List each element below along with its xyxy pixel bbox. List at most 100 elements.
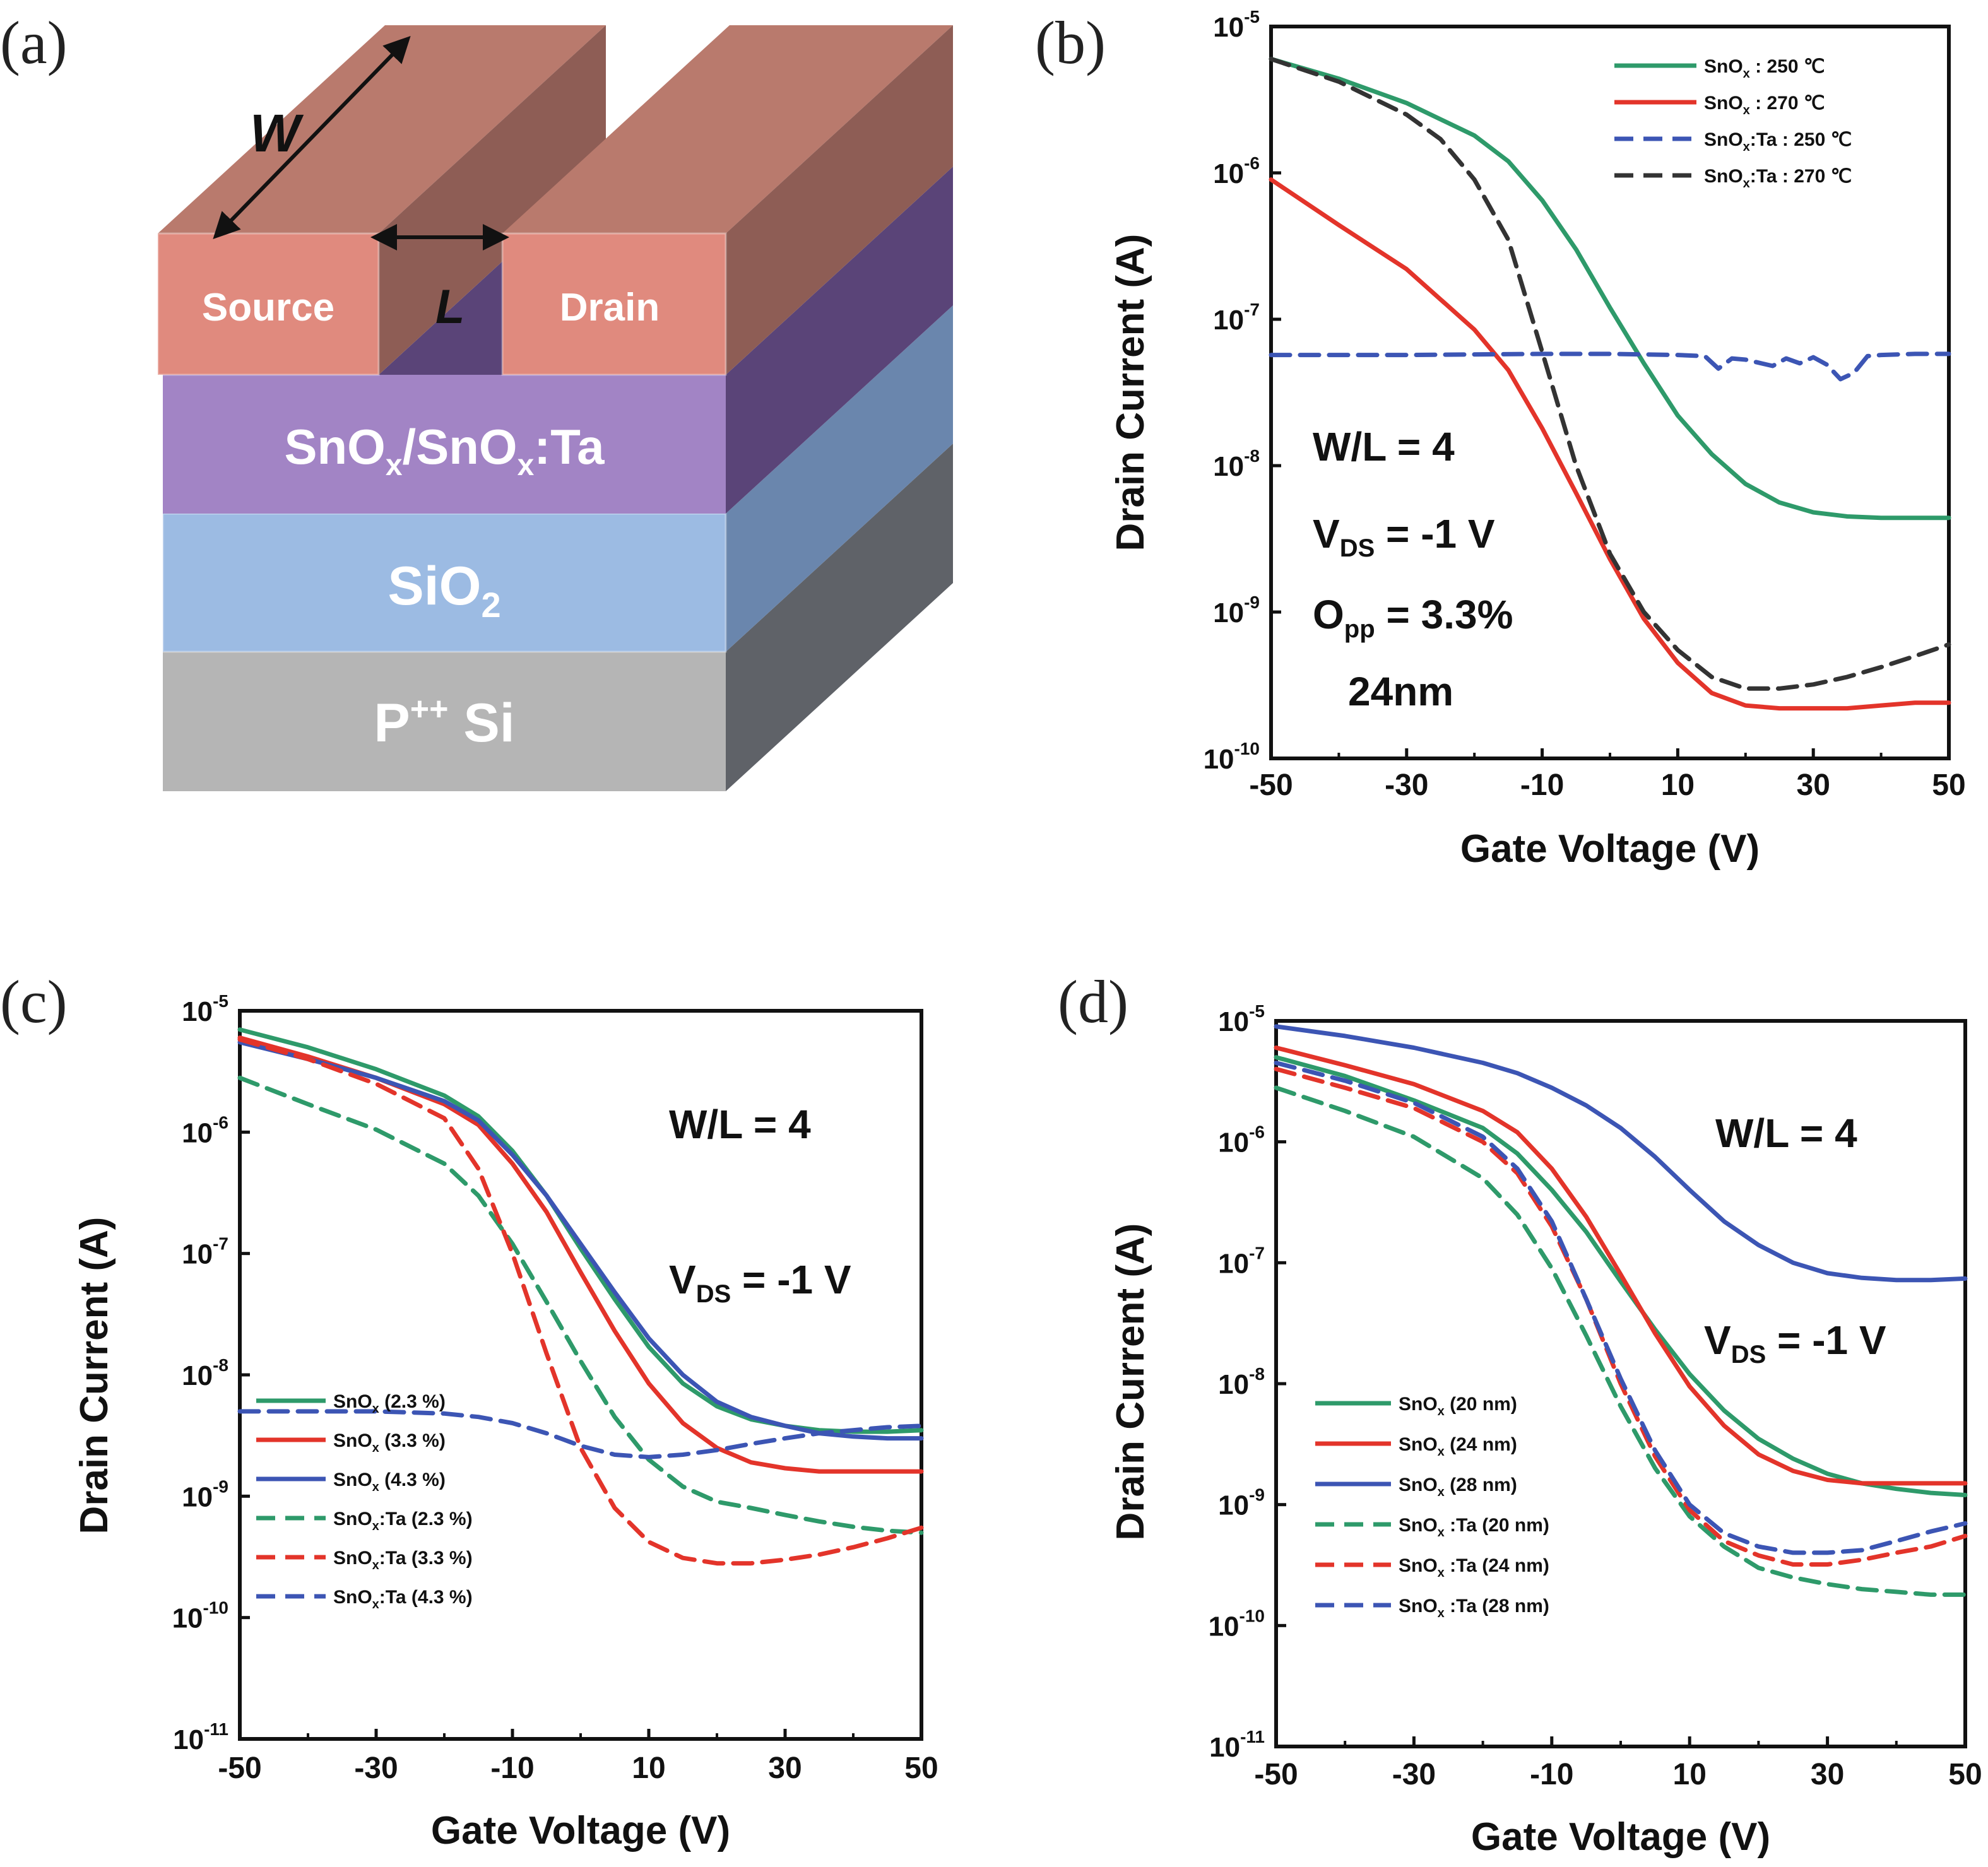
- panel-a-device-schematic: (a) P++ Si SiO2 SnOx/SnOx:Ta Source Drai…: [0, 9, 953, 791]
- panel-b-y-tick-label: 10-6: [1213, 153, 1260, 189]
- panel-b-vds-sub: DS: [1340, 534, 1375, 562]
- panel-d-x-tick-label: 30: [1811, 1758, 1844, 1791]
- panel-b-opp-rest: = 3.3%: [1375, 592, 1513, 637]
- panel-d-y-tick-label: 10-8: [1218, 1364, 1265, 1400]
- panel-c-x-tick-label: -10: [490, 1752, 534, 1785]
- panel-b-vds-annotation: VDS = -1 V: [1313, 511, 1495, 562]
- panel-c-legend-label-1: SnOx (2.3 %): [333, 1391, 446, 1416]
- panel-b-opp-annotation: Opp = 3.3%: [1313, 592, 1513, 643]
- panel-c-legend-label-6: SnOx:Ta (4.3 %): [333, 1587, 473, 1611]
- panel-d-y-axis-label: Drain Current (A): [1109, 1223, 1152, 1541]
- panel-c-transfer-curves-oxygen: (c) -50 -30 -10 10 30 50 10-5 10-6 10-7 10-8 10-9…: [0, 968, 938, 1852]
- panel-b-x-tick-label: -10: [1520, 769, 1564, 802]
- panel-d-legend: SnOx (20 nm) SnOx (24 nm) SnOx (28 nm) SnOx…: [1315, 1394, 1549, 1620]
- panel-b-y-tick-label: 10-7: [1213, 300, 1260, 336]
- panel-c-series-line-2: [237, 1035, 924, 1474]
- width-arrow: [213, 35, 411, 240]
- drain-front-face: [501, 232, 727, 376]
- panel-d-y-tick-label: 10-11: [1209, 1727, 1265, 1763]
- panel-b-legend-label-4: SnOx:Ta : 270 ℃: [1704, 166, 1852, 191]
- panel-d-series-line-3: [1274, 1024, 1968, 1283]
- panel-c-vds-main: V: [669, 1257, 696, 1302]
- panel-c-legend: SnOx (2.3 %) SnOx (3.3 %) SnOx (4.3 %) SnOx…: [256, 1391, 473, 1611]
- panel-d-legend-label-3: SnOx (28 nm): [1399, 1475, 1517, 1499]
- panel-d-y-tick-label: 10-5: [1218, 1001, 1265, 1037]
- dielectric-side-face: [726, 305, 953, 652]
- panel-d-y-tick-label: 10-7: [1218, 1243, 1265, 1279]
- panel-c-y-ticks: 10-5 10-6 10-7 10-8 10-9 10-10 10-11: [172, 991, 250, 1755]
- panel-b-x-tick-label: 30: [1797, 769, 1830, 802]
- panel-b-x-ticks: -50 -30 -10 10 30 50: [1249, 748, 1966, 802]
- panel-c-legend-label-3: SnOx (4.3 %): [333, 1469, 446, 1494]
- panel-c-legend-label-4: SnOx:Ta (2.3 %): [333, 1509, 473, 1533]
- panel-d-series-line-4: [1274, 1085, 1968, 1597]
- panel-c-series-line-1: [237, 1027, 924, 1434]
- panel-b-legend: SnOx : 250 ℃ SnOx : 270 ℃ SnOx:Ta : 250 ℃ S…: [1614, 56, 1852, 191]
- panel-d-legend-label-2: SnOx (24 nm): [1399, 1434, 1517, 1459]
- panel-d-x-tick-label: -10: [1530, 1758, 1573, 1791]
- drain-side-face: [726, 25, 953, 375]
- panel-d-y-tick-label: 10-6: [1218, 1122, 1265, 1158]
- panel-c-vds-rest: = -1 V: [731, 1257, 851, 1302]
- panel-b-legend-label-1: SnOx : 250 ℃: [1704, 56, 1825, 81]
- panel-b-series-group: [1269, 57, 1951, 711]
- panel-b-y-tick-label: 10-5: [1213, 7, 1260, 43]
- panel-c-series-group: [237, 1027, 924, 1566]
- panel-d-legend-label-4: SnOx :Ta (20 nm): [1399, 1515, 1549, 1540]
- panel-c-x-axis-label: Gate Voltage (V): [431, 1809, 730, 1852]
- panel-d-series-group: [1274, 1024, 1968, 1597]
- drain-top-face: [502, 25, 953, 233]
- panel-b-series-line-3: [1269, 351, 1951, 382]
- panel-b-y-tick-label: 10-10: [1204, 739, 1260, 775]
- panel-d-legend-label-6: SnOx :Ta (28 nm): [1399, 1596, 1549, 1620]
- panel-c-vds-sub: DS: [696, 1280, 731, 1308]
- panel-c-y-tick-label: 10-7: [182, 1234, 228, 1270]
- panel-c-y-tick-label: 10-9: [182, 1476, 228, 1512]
- panel-b-y-tick-label: 10-9: [1213, 592, 1260, 628]
- panel-d-x-tick-label: -50: [1254, 1758, 1298, 1791]
- panel-c-series-line-6: [237, 1409, 924, 1459]
- panel-c-letter: (c): [0, 968, 68, 1035]
- panel-c-series-line-5: [237, 1037, 924, 1566]
- panel-d-y-tick-label: 10-9: [1218, 1485, 1265, 1521]
- panel-d-legend-label-5: SnOx :Ta (24 nm): [1399, 1555, 1549, 1580]
- substrate-side-face: [726, 444, 953, 791]
- panel-d-y-ticks: 10-5 10-6 10-7 10-8 10-9 10-10 10-11: [1209, 1001, 1286, 1763]
- panel-b-y-axis-label: Drain Current (A): [1109, 234, 1152, 551]
- panel-c-y-tick-label: 10-11: [173, 1719, 228, 1755]
- panel-b-thickness-annotation: 24nm: [1348, 669, 1453, 714]
- panel-b-series-line-4: [1269, 57, 1951, 691]
- panel-b-opp-main: O: [1313, 592, 1344, 637]
- panel-d-wl-annotation: W/L = 4: [1715, 1110, 1857, 1156]
- panel-d-transfer-curves-thickness: (d) -50 -30 -10 10 30 50 10-5 10-6 10-7 10-8 10-9…: [1058, 968, 1982, 1859]
- panel-c-y-tick-label: 10-8: [182, 1355, 228, 1391]
- panel-b-series-line-2: [1269, 177, 1951, 711]
- panel-b-x-axis-label: Gate Voltage (V): [1460, 827, 1760, 871]
- panel-d-y-tick-label: 10-10: [1209, 1606, 1265, 1642]
- panel-d-legend-label-1: SnOx (20 nm): [1399, 1394, 1517, 1418]
- panel-d-series-line-5: [1274, 1066, 1968, 1567]
- panel-c-x-tick-label: 30: [768, 1752, 802, 1785]
- panel-c-legend-label-5: SnOx:Ta (3.3 %): [333, 1548, 473, 1572]
- panel-b-legend-label-3: SnOx:Ta : 250 ℃: [1704, 129, 1852, 154]
- drain-label: Drain: [560, 286, 660, 329]
- panel-c-series-line-3: [237, 1040, 924, 1441]
- channel-front-face: [163, 375, 726, 514]
- substrate-label: P++ Si: [374, 691, 514, 753]
- panel-b-x-tick-label: -30: [1385, 769, 1428, 802]
- panel-a-letter: (a): [0, 9, 68, 76]
- panel-c-x-ticks: -50 -30 -10 10 30 50: [218, 1729, 938, 1785]
- panel-c-y-axis-label: Drain Current (A): [73, 1217, 116, 1534]
- panel-c-x-tick-label: 10: [632, 1752, 665, 1785]
- panel-d-series-line-2: [1274, 1045, 1968, 1486]
- channel-label: SnOx/SnOx:Ta: [285, 419, 605, 482]
- panel-d-vds-rest: = -1 V: [1766, 1317, 1886, 1363]
- panel-d-x-tick-label: 10: [1673, 1758, 1707, 1791]
- panel-b-y-ticks: 10-5 10-6 10-7 10-8 10-9 10-10: [1204, 7, 1281, 775]
- panel-d-x-ticks: -50 -30 -10 10 30 50: [1254, 1736, 1982, 1791]
- panel-c-x-tick-label: 50: [904, 1752, 938, 1785]
- panel-c-wl-annotation: W/L = 4: [669, 1102, 811, 1147]
- panel-b-legend-label-2: SnOx : 270 ℃: [1704, 93, 1825, 117]
- substrate-front-face: [163, 652, 726, 791]
